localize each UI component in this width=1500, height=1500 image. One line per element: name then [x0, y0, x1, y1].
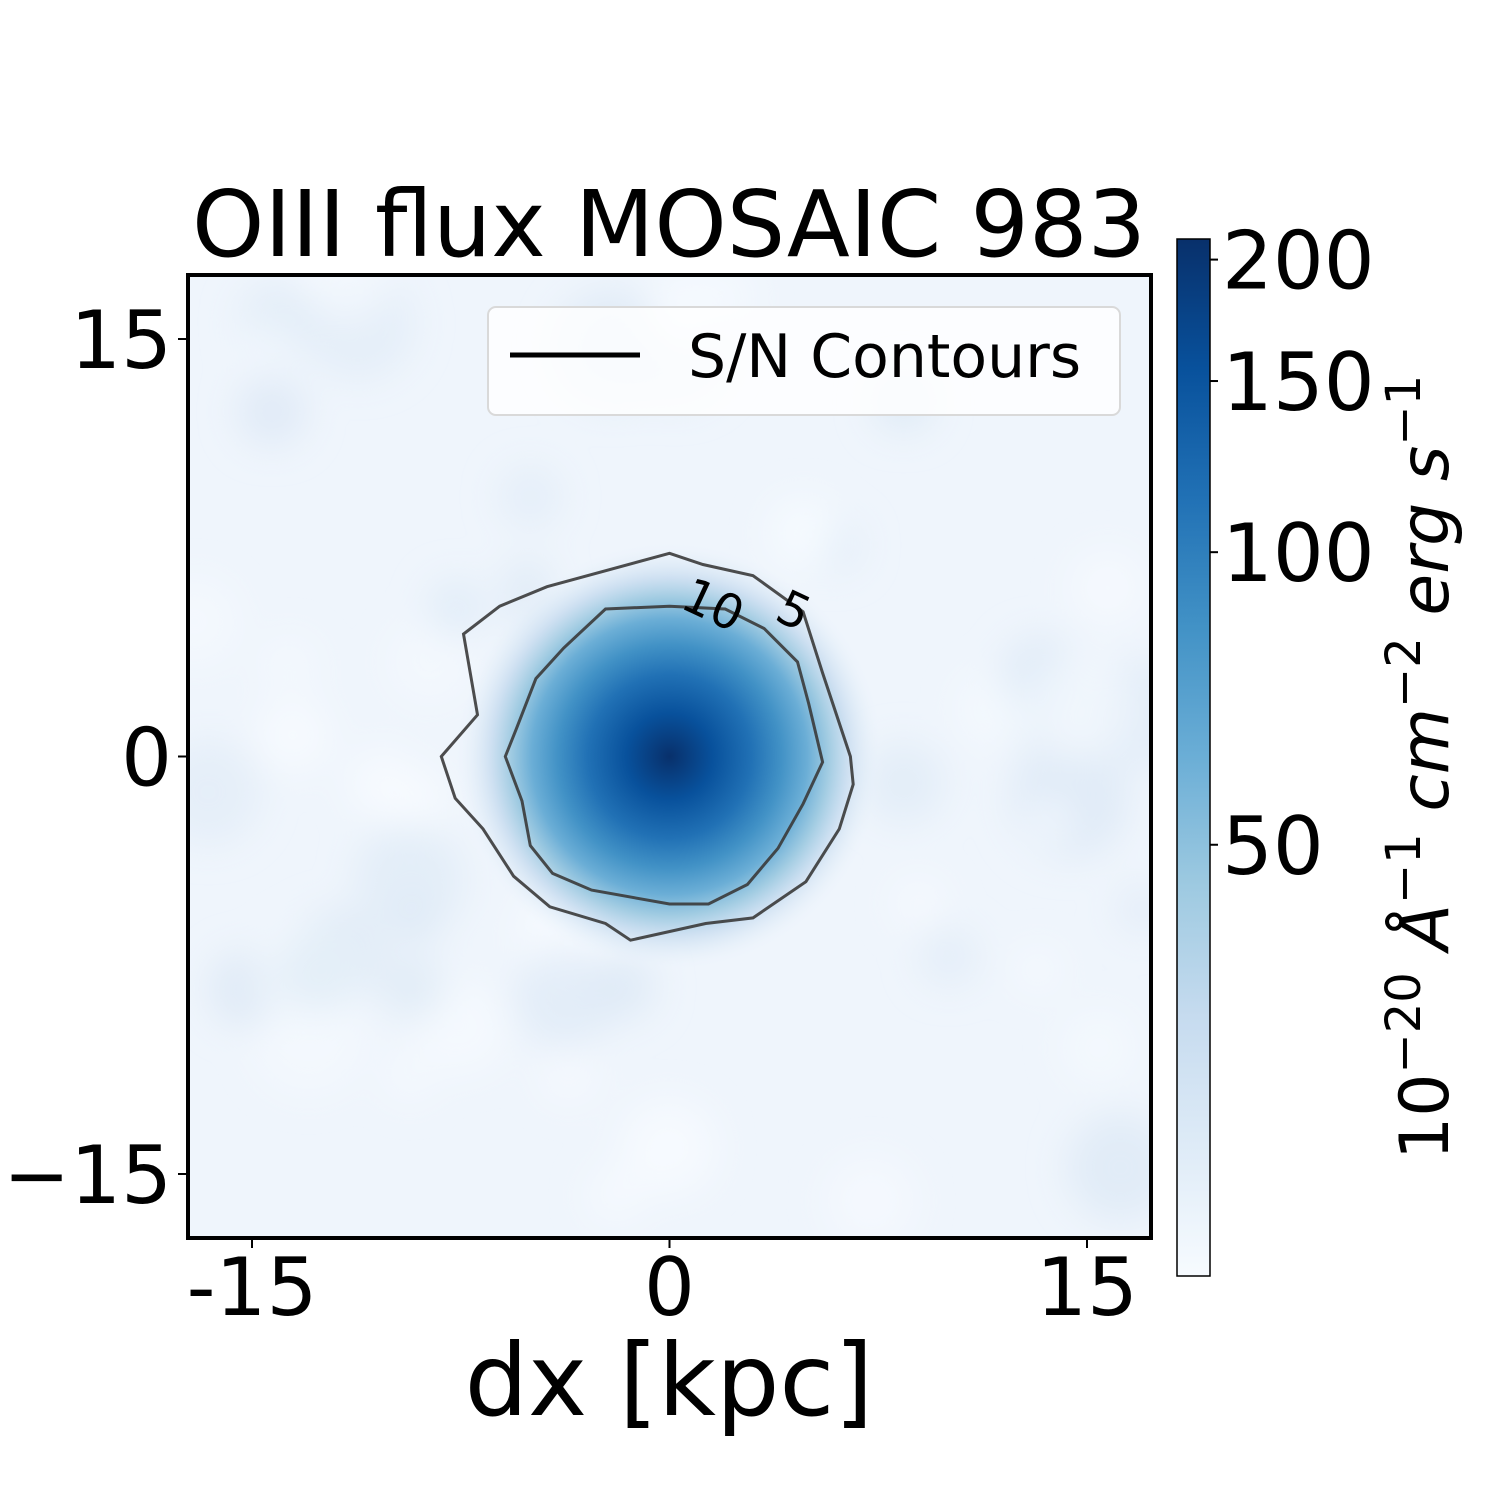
- x-tick-label: -15: [187, 1241, 318, 1334]
- noise-patch: [301, 275, 392, 321]
- noise-patch: [1115, 883, 1151, 936]
- x-axis-label: dx [kpc]: [465, 1322, 874, 1439]
- legend-box: [487, 306, 1121, 416]
- noise-patch: [1070, 550, 1146, 626]
- colorbar-tick-label: 100: [1222, 507, 1375, 600]
- x-tick-label: 15: [1036, 1241, 1138, 1334]
- y-tick-label: 0: [121, 712, 172, 805]
- noise-patch: [1062, 1011, 1136, 1085]
- noise-patch: [348, 750, 414, 816]
- noise-patch: [353, 824, 465, 936]
- colorbar-label-exp: −1: [1376, 375, 1432, 446]
- y-tick-label: −15: [3, 1129, 172, 1222]
- noise-patch: [236, 376, 307, 447]
- noise-patch: [917, 925, 981, 988]
- noise-patch: [498, 465, 563, 529]
- colorbar-label-unit: Å: [1384, 904, 1465, 972]
- colorbar-label-exp: −1: [1376, 833, 1432, 904]
- colorbar-ticks: 200 150 100 50: [1210, 215, 1375, 893]
- noise-patch: [1066, 1113, 1151, 1222]
- x-axis: -15 0 15: [187, 1238, 1138, 1334]
- noise-patch: [380, 955, 445, 1020]
- noise-patch: [382, 1048, 436, 1102]
- legend-label: S/N Contours: [688, 322, 1081, 392]
- noise-patch: [273, 928, 361, 1016]
- noise-patch: [513, 946, 617, 1050]
- colorbar-label-exp: −2: [1376, 637, 1432, 708]
- noise-patch: [389, 621, 470, 703]
- noise-patch: [541, 1047, 596, 1102]
- contour-level-5: [439, 551, 855, 942]
- noise-patch: [427, 578, 487, 637]
- colorbar-label-exp: −20: [1376, 972, 1432, 1073]
- colorbar-tick-label: 200: [1222, 215, 1375, 308]
- noise-patch: [256, 698, 330, 772]
- noise-patch: [1025, 799, 1073, 846]
- heatmap: 10 5: [188, 275, 1151, 1238]
- contour-level-10: [503, 604, 825, 906]
- noise-patch: [826, 1156, 916, 1238]
- colorbar-label-unit: erg s: [1386, 446, 1465, 638]
- x-tick-label: 0: [644, 1241, 695, 1334]
- colorbar-gradient: [1176, 238, 1211, 1277]
- noise-patch: [588, 1167, 644, 1223]
- noise-patch: [1015, 948, 1060, 993]
- colorbar-tick-label: 50: [1222, 800, 1324, 893]
- chart-title: OIII flux MOSAIC 983: [192, 171, 1146, 278]
- noise-patch: [260, 636, 318, 694]
- noise-patch: [893, 878, 945, 930]
- colorbar-label-base: 10: [1386, 1073, 1465, 1160]
- legend: S/N Contours: [487, 306, 1121, 416]
- colorbar-label: 10−20 Å−1 cm−2 erg s−1: [1376, 375, 1465, 1160]
- noise-patch: [1023, 653, 1133, 763]
- y-tick-label: 15: [70, 294, 172, 387]
- y-axis: 15 0 −15: [3, 294, 188, 1222]
- colorbar-label-unit: cm: [1386, 708, 1465, 833]
- noise-patch: [188, 578, 239, 665]
- noise-patch: [621, 1100, 716, 1195]
- noise-patch: [240, 313, 296, 369]
- colorbar-tick-label: 150: [1222, 336, 1375, 429]
- noise-patch: [188, 739, 262, 846]
- noise-patch: [769, 498, 838, 568]
